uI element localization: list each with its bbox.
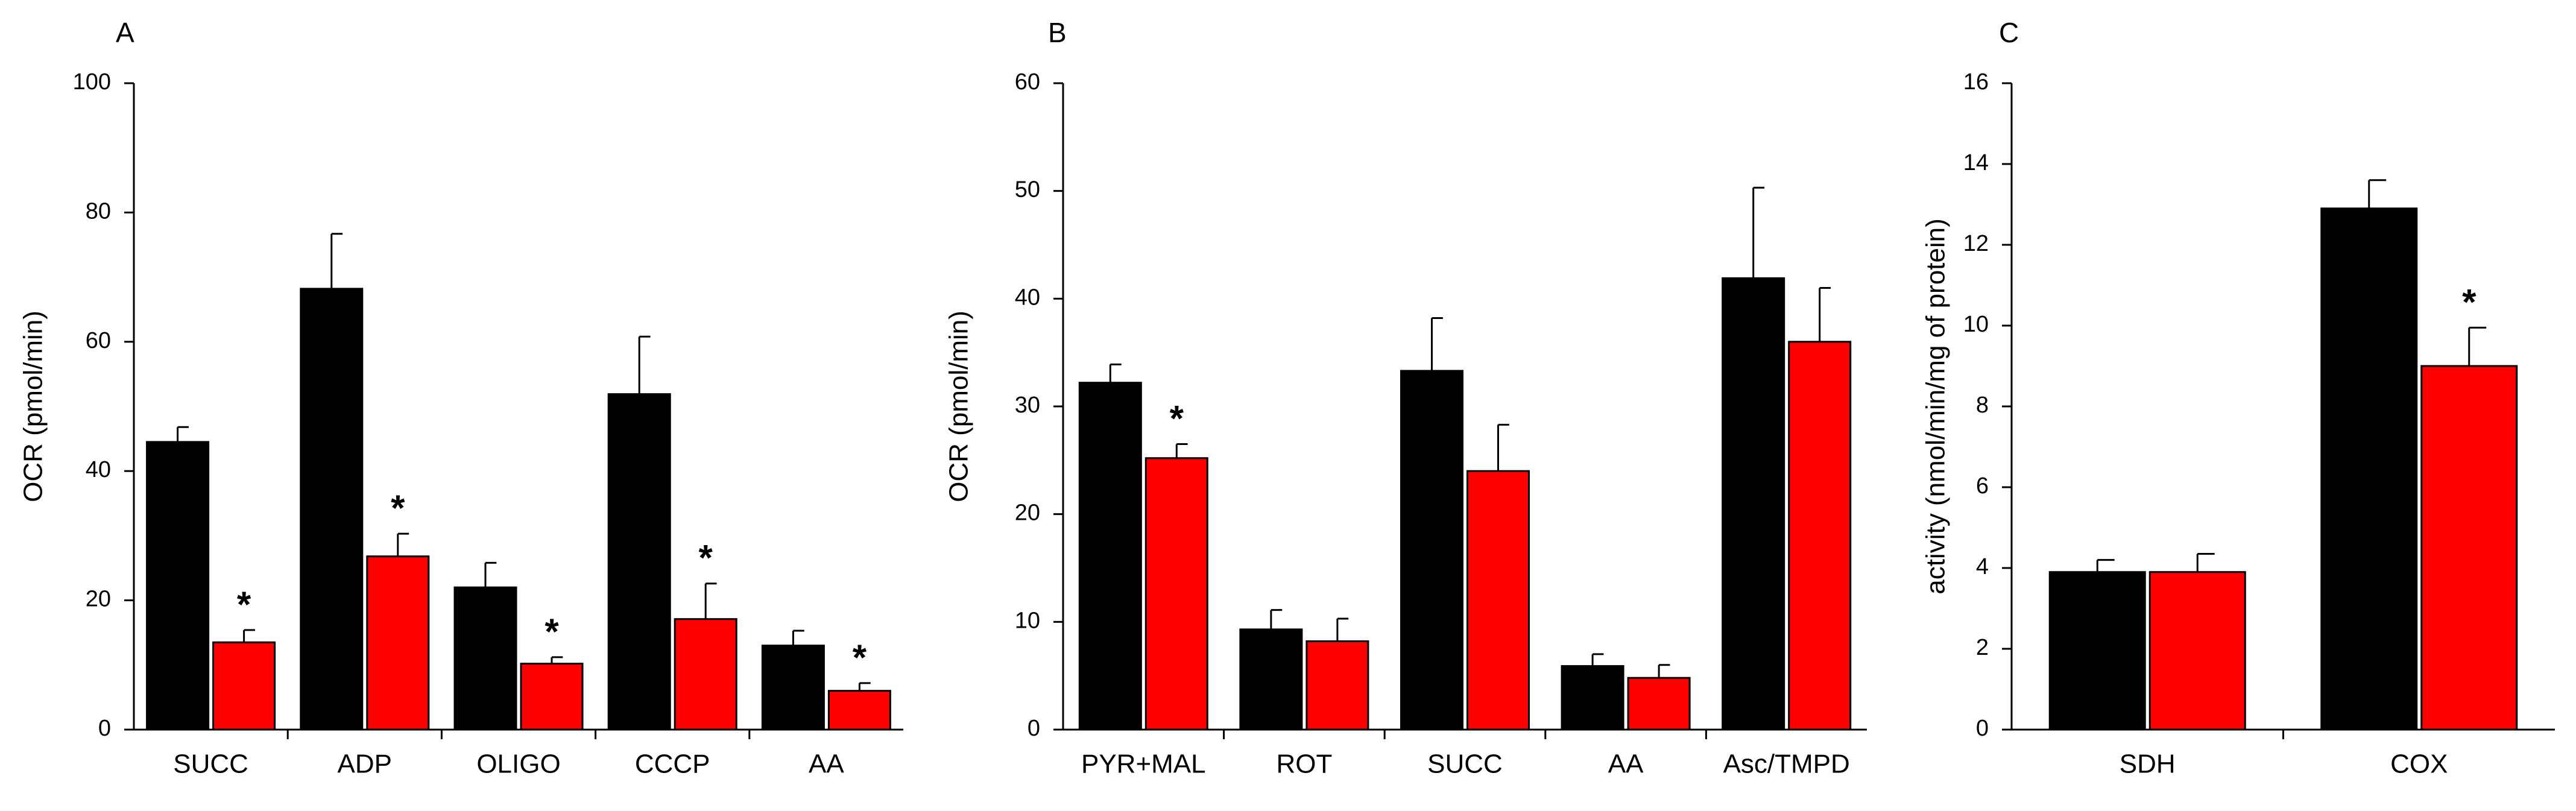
bar [1561,665,1624,731]
y-tick-label: 30 [1015,393,1040,418]
x-tick-label: AA [1608,749,1644,779]
significance-marker: * [391,488,405,528]
bar [453,586,517,731]
y-tick-label: 60 [86,328,111,353]
y-tick-label: 10 [1963,312,1989,337]
panel-label: C [1999,17,2019,48]
y-axis-label: OCR (pmol/min) [944,311,974,502]
chart-panel-b: B 0 10 20 30 40 50 60 OCR (pmol/min) * PYR+MAL ROT S… [944,17,1867,779]
bar [1400,370,1463,731]
y-tick-label: 50 [1015,177,1040,203]
y-tick-label: 80 [86,198,111,224]
bar [1466,470,1530,731]
y-tick-label: 20 [86,587,111,612]
y-tick-label: 10 [1015,608,1040,633]
bar [520,663,584,731]
significance-marker: * [699,538,713,578]
bar [2148,571,2246,731]
y-axis-label: OCR (pmol/min) [19,311,48,502]
y-tick-label: 20 [1015,500,1040,526]
x-tick-label: OLIGO [476,749,560,779]
bar [2048,571,2146,731]
y-tick-label: 2 [1976,635,1989,660]
x-tick-label: PYR+MAL [1081,749,1206,779]
x-tick-label: SDH [2120,749,2176,779]
x-tick-label: ROT [1276,749,1332,779]
chart-panel-c: C 0 2 4 6 8 10 12 14 16 activity (nmol/min/mg of p… [1921,17,2555,779]
y-tick-label: 100 [73,69,111,95]
bar [1078,382,1142,731]
bar [1722,277,1785,731]
y-tick-label: 16 [1963,69,1989,95]
bar [212,641,276,731]
x-tick-label: CCCP [635,749,710,779]
significance-marker: * [545,611,559,652]
x-tick-label: ADP [338,749,392,779]
bar [1305,640,1369,731]
x-tick-label: Asc/TMPD [1723,749,1850,779]
bar [1788,341,1852,731]
x-tick-label: SUCC [1427,749,1503,779]
bar [607,393,671,731]
x-tick-label: COX [2390,749,2448,779]
panel-label: B [1048,17,1067,48]
bar [674,618,737,731]
significance-marker: * [1170,399,1184,439]
y-tick-label: 0 [1976,716,1989,741]
bar [1239,628,1303,731]
y-tick-label: 40 [86,457,111,482]
y-tick-label: 12 [1963,231,1989,256]
panel-label: A [116,17,134,48]
bar [300,288,364,731]
bar [827,690,891,731]
y-tick-label: 0 [1028,716,1040,741]
significance-marker: * [853,637,867,678]
bar [366,555,430,731]
bar [1627,677,1691,731]
chart-panel-a: A 0 20 40 60 80 100 OCR (pmol/min) * SUCC * ADP * OLI… [19,17,903,779]
x-tick-label: AA [809,749,844,779]
y-tick-label: 8 [1976,393,1989,418]
significance-marker: * [237,584,251,625]
bar [2420,365,2518,731]
bar [1144,457,1208,731]
bar [146,441,210,731]
significance-marker: * [2462,282,2477,322]
x-tick-label: SUCC [173,749,248,779]
bar [761,645,825,731]
y-tick-label: 40 [1015,285,1040,310]
bar [2320,207,2418,731]
y-tick-label: 6 [1976,473,1989,499]
y-tick-label: 60 [1015,69,1040,95]
y-tick-label: 0 [98,716,111,741]
y-tick-label: 14 [1963,150,1989,175]
y-tick-label: 4 [1976,554,1989,579]
y-axis-label: activity (nmol/min/mg of protein) [1921,218,1951,595]
